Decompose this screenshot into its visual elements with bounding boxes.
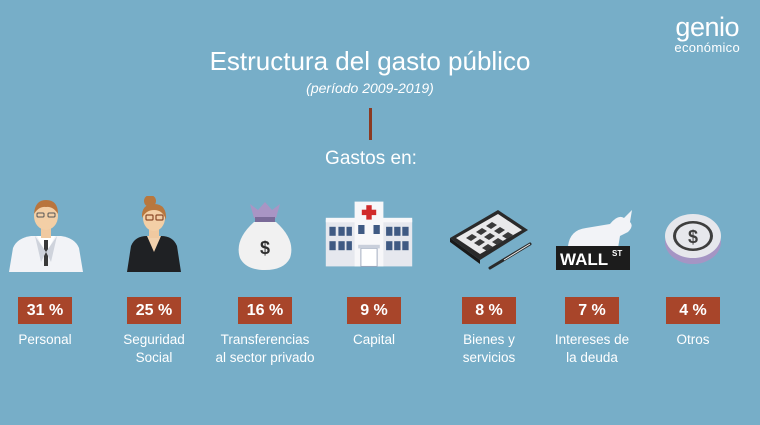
- label-transferencias: Transferencias al sector privado: [215, 332, 315, 365]
- bag-dollar-sign: $: [260, 238, 270, 258]
- coin-dollar-sign: $: [688, 227, 698, 247]
- dollar-coin-icon: $: [665, 214, 721, 264]
- label-intereses-deuda: Intereses de la deuda: [554, 332, 630, 365]
- section-heading: Gastos en:: [325, 148, 417, 169]
- money-bag-icon: $: [238, 202, 292, 270]
- badge-bienes-servicios: 8 %: [462, 297, 516, 324]
- wall-sign-text: WALL: [560, 250, 608, 269]
- label-capital: Capital: [352, 332, 396, 347]
- office-worker-icon: [9, 200, 83, 272]
- badge-intereses-deuda: 7 %: [565, 297, 619, 324]
- brand-logo: genio económico: [674, 14, 740, 55]
- label-seguridad-social: Seguridad Social: [123, 332, 185, 365]
- hospital-building-icon: [325, 201, 413, 267]
- label-otros: Otros: [676, 332, 710, 347]
- badge-otros: 4 %: [666, 297, 720, 324]
- calculator-pen-icon: [450, 210, 532, 270]
- chart-title: Estructura del gasto público: [209, 46, 531, 76]
- wall-street-bull-icon: WALL ST: [556, 210, 632, 270]
- badge-seguridad-social: 25 %: [127, 297, 181, 324]
- badge-transferencias: 16 %: [238, 297, 292, 324]
- brand-logo-line1: genio: [675, 12, 739, 42]
- badge-personal: 31 %: [18, 297, 72, 324]
- elderly-woman-icon: [127, 196, 181, 272]
- badge-capital: 9 %: [347, 297, 401, 324]
- street-sign-text: ST: [612, 249, 622, 258]
- label-bienes-servicios: Bienes y servicios: [462, 332, 516, 365]
- chart-subtitle: (período 2009-2019): [306, 80, 434, 96]
- brand-logo-line2: económico: [674, 40, 740, 55]
- divider-line: [369, 108, 372, 140]
- label-personal: Personal: [18, 332, 72, 347]
